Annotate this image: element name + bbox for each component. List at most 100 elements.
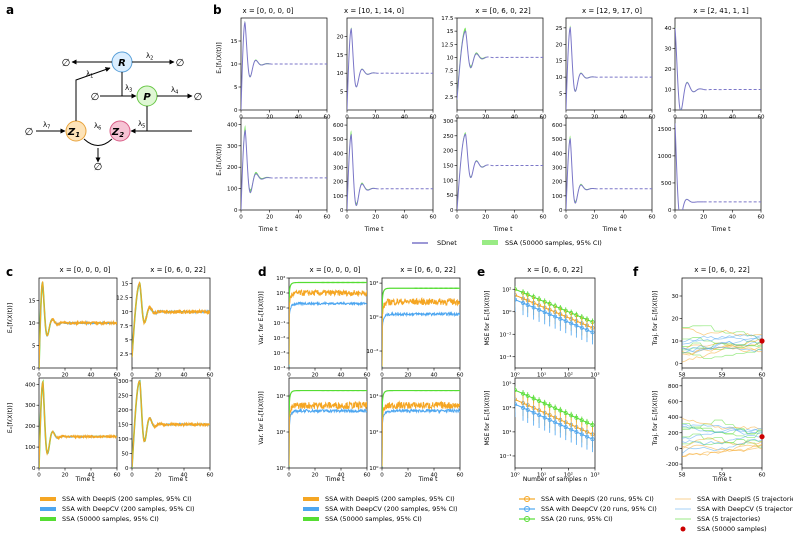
ssa-band-b-r1c4 <box>566 25 595 110</box>
sdnet-line-b-r2c1 <box>241 129 270 210</box>
xtick-label-b-r2c5-3: 60 <box>758 215 765 221</box>
axes-frame-b-r1c4 <box>565 17 653 111</box>
sdnet-line-b-r2c2 <box>347 133 376 210</box>
panel-c-xlabel-1: Time t <box>75 476 96 483</box>
node-z1-label: Z1 <box>67 127 80 139</box>
ytick-label-d-r2c2-0: 10⁰ <box>369 465 379 472</box>
sdnet-dashed-b-r1c3 <box>485 56 543 59</box>
xtick-label-b-r2c4-0: 0 <box>564 215 568 221</box>
ytick-label-f-r2c1-1: 0 <box>675 446 679 452</box>
empty-set-2: ∅ <box>176 58 185 69</box>
xtick-label-f-r1c1-1: 59 <box>719 373 726 379</box>
ytick-label-b-r1c3-1: 5 <box>450 82 454 88</box>
traj-deepis-f-r2c1-0 <box>682 417 762 430</box>
legend-c-ssa-label: SSA (50000 samples, 95% CI) <box>62 515 159 523</box>
ytick-label-f-r2c1-5: 800 <box>668 384 679 390</box>
panel-c-legend: SSA with DeepIS (200 samples, 95% CI) SS… <box>40 495 195 523</box>
ytick-label-b-r1c5-0: 0 <box>668 108 672 114</box>
panel-c-title-1: x = [0, 0, 0, 0] <box>59 266 110 274</box>
panel-b-title-2: x = [10, 1, 14, 0] <box>344 7 404 15</box>
xtick-label-b-r2c1-0: 0 <box>239 215 243 221</box>
marker-cv-e-r2c1-11 <box>574 429 579 434</box>
ytick-label-b-r1c2-1: 10 <box>337 71 344 77</box>
marker-ssa-e-r2c1-13 <box>585 420 589 425</box>
deepis-var-d-r2c2 <box>382 400 460 466</box>
deepis-var-d-r1c2 <box>382 297 460 367</box>
ytick-label-d-r1c2-1: 10⁰ <box>369 314 379 321</box>
traj-deepcv-f-r1c1-3 <box>682 334 762 343</box>
series-d-r1c2 <box>382 287 460 367</box>
ytick-label-c-r1c2-4: 12.5 <box>116 296 129 302</box>
marker-ssa-e-r2c1-12 <box>579 418 584 423</box>
panel-e-ylabel-2: MSE for Eₓ[fᵢ(X(t))] <box>484 391 491 446</box>
ytick-label-b-r1c3-5: 15 <box>447 29 454 35</box>
marker-cv-e-r2c1-12 <box>579 432 584 437</box>
traj-deepcv-f-r2c1-2 <box>682 429 762 440</box>
legend-c-cv-label: SSA with DeepCV (200 samples, 95% CI) <box>62 505 195 513</box>
marker-cv-e-r2c1-7 <box>553 420 558 425</box>
ytick-label-b-r1c3-4: 12.5 <box>441 42 454 48</box>
traj-deepcv-f-r1c1-1 <box>682 338 762 354</box>
panel-letter-b: b <box>213 3 222 17</box>
mse-line-is-e-r2c1 <box>515 398 593 435</box>
rate-lambda1: λ1 <box>86 70 93 80</box>
legend-c-ssa-swatch <box>40 517 56 521</box>
marker-cv-e-r2c1-6 <box>547 417 552 422</box>
legend-f-dot <box>680 526 686 532</box>
ytick-label-c-r2c1-4: 400 <box>25 382 36 388</box>
ytick-label-b-r2c4-1: 100 <box>552 194 563 200</box>
xtick-label-f-r2c1-0: 58 <box>679 473 686 479</box>
ytick-label-c-r2c2-2: 100 <box>118 437 129 443</box>
mse-line-cv-e-r2c1 <box>515 403 593 440</box>
ytick-label-b-r2c4-0: 0 <box>559 208 563 214</box>
xtick-label-b-r1c4-2: 40 <box>620 115 627 121</box>
ytick-label-b-r2c2-1: 100 <box>333 194 344 200</box>
xtick-label-b-r2c3-2: 40 <box>511 215 518 221</box>
sdnet-line-b-r2c5 <box>675 123 704 210</box>
series-b-r1c2 <box>347 27 433 110</box>
ytick-label-f-r2c1-4: 600 <box>668 399 679 405</box>
xtick-label-b-r1c3-3: 60 <box>540 115 547 121</box>
mse-line-is-e-r1c1 <box>515 294 593 329</box>
ytick-label-d-r1c1-5: 10¹ <box>276 290 285 297</box>
deepis-line-c-r2c1 <box>39 381 117 468</box>
xtick-label-e-r1c1-1: 10¹ <box>537 372 546 379</box>
ytick-label-b-r2c3-1: 50 <box>447 193 454 199</box>
plot-d-r1c1: 0 20 40 60 10⁻⁴ 10⁻³ 10⁻² 10⁻¹ 10⁰ 10¹ 10² <box>273 275 371 379</box>
marker-ssa-e-r2c1-3 <box>531 396 536 401</box>
series-b-r1c5 <box>675 24 761 110</box>
xtick-label-b-r1c4-1: 20 <box>591 115 598 121</box>
node-p-label: P <box>143 92 151 103</box>
plot-f-r1c1: 58 59 60 0 10 20 30 <box>672 277 766 379</box>
series-b-r2c4 <box>566 135 652 210</box>
panel-b-xlabel-4: Time t <box>602 226 623 233</box>
ytick-label-b-r2c3-4: 200 <box>443 149 454 155</box>
sdnet-line-b-r2c4 <box>566 138 595 210</box>
xtick-label-b-r1c5-2: 40 <box>729 115 736 121</box>
series-b-r2c1 <box>241 125 327 210</box>
xtick-label-d-r2c1-0: 0 <box>287 473 291 479</box>
ytick-label-b-r1c4-0: 5 <box>559 92 563 98</box>
arrow-z1-to-r <box>75 67 111 121</box>
ytick-label-c-r1c2-2: 7.5 <box>120 324 129 330</box>
ytick-label-e-r2c1-3: 10⁵ <box>502 381 511 388</box>
series-e-r1c1 <box>515 285 595 345</box>
axes-frame-e-r1c1 <box>514 277 596 369</box>
ytick-label-c-r2c1-0: 0 <box>32 466 36 472</box>
marker-cv-e-r1c1-3 <box>531 305 536 310</box>
traj-deepcv-f-r2c1-0 <box>682 434 762 446</box>
legend-ssa-swatch <box>482 240 498 245</box>
plot-b-r1c1: 0 20 40 60 0 5 10 15 <box>231 17 331 121</box>
axes-frame-f-r1c1 <box>681 277 763 369</box>
marker-ssa-e-r2c1-8 <box>558 408 563 413</box>
series-b-r2c3 <box>457 132 543 210</box>
panel-d-xlabel-2: Time t <box>418 476 439 483</box>
rate-lambda6: λ6 <box>94 122 101 132</box>
xtick-label-c-r2c2-3: 60 <box>207 473 214 479</box>
deepcv-var-d-r1c1 <box>289 300 367 367</box>
traj-deepcv-f-r2c1-1 <box>682 423 762 433</box>
panel-b-xlabel-1: Time t <box>258 226 279 233</box>
